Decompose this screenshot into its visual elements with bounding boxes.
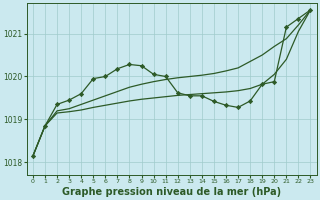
X-axis label: Graphe pression niveau de la mer (hPa): Graphe pression niveau de la mer (hPa) [62,187,281,197]
